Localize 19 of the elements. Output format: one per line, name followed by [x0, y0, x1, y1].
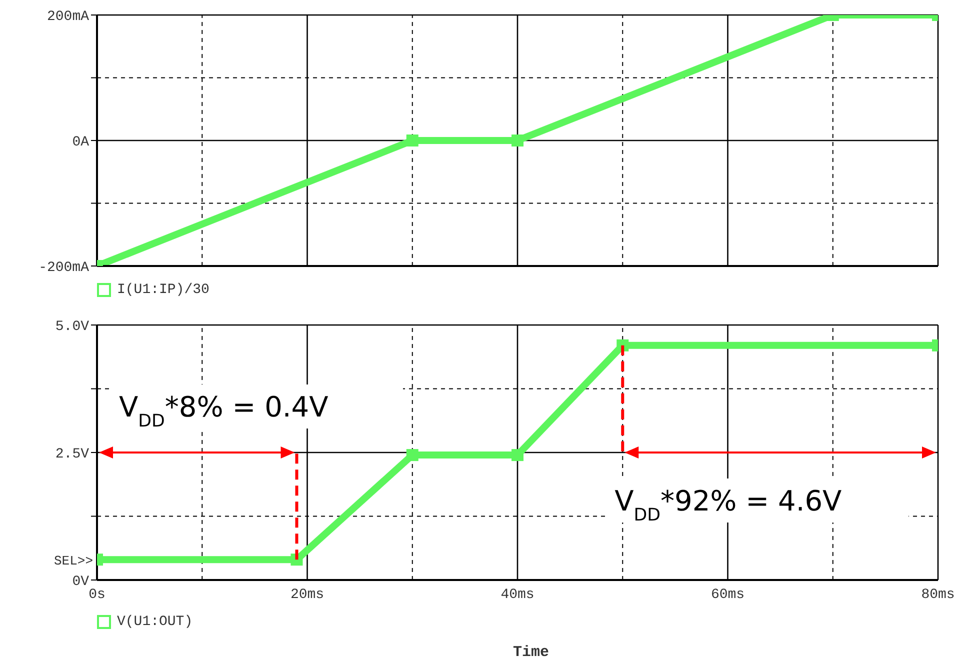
y-tick-label: 5.0V [55, 318, 90, 335]
annotation: V$_{DD}$*8% = 0.4V [119, 390, 328, 432]
point [512, 449, 524, 462]
x-axis-title: Time [512, 644, 550, 661]
x-tick-label: 20ms [290, 586, 324, 603]
point [406, 449, 418, 462]
y-tick-label: 2.5V [55, 446, 90, 462]
y-tick-label: -200mA [38, 260, 90, 276]
x-tick-label: 80ms [921, 586, 955, 603]
x-tick-label: 40ms [500, 586, 534, 603]
y-tick-label: 0V [72, 574, 90, 590]
text: SEL>> [54, 554, 94, 569]
legend-label: V(U1:OUT) [116, 614, 193, 630]
y-tick-label: 200mA [46, 8, 90, 25]
legend-label: I(U1:IP)/30 [116, 282, 210, 298]
x-tick-label: 60ms [710, 586, 745, 603]
annotation: V$_{DD}$*92% = 4.6V [614, 484, 842, 526]
y-tick-label: 0A [72, 134, 90, 150]
x-tick-label: 0s [88, 586, 106, 603]
